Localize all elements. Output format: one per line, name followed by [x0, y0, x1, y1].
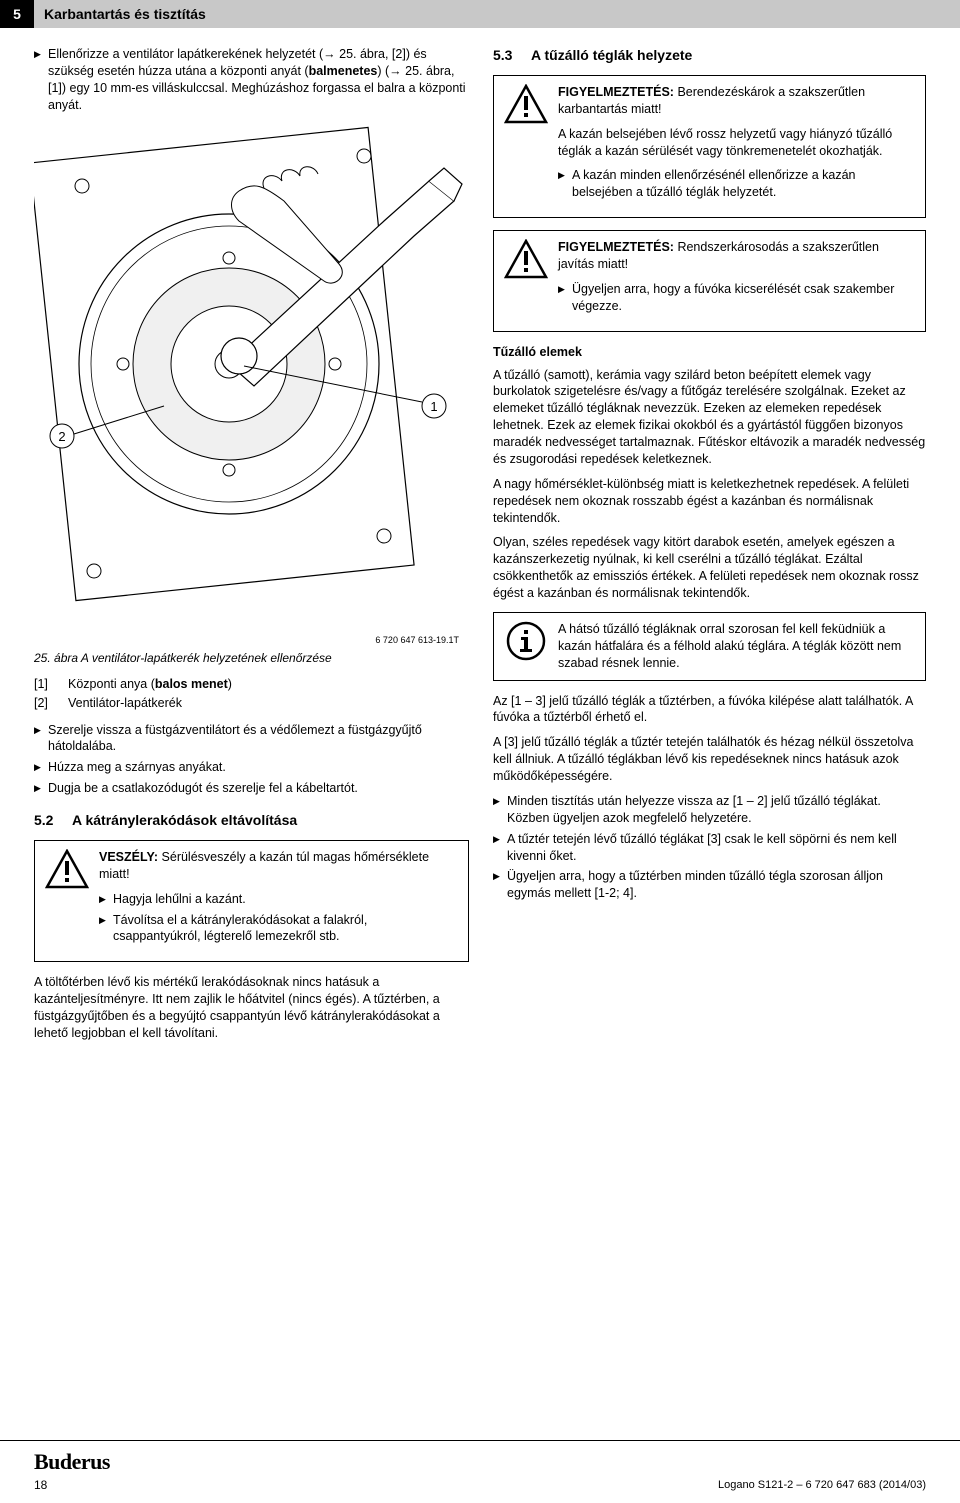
list-item: A tűztér tetején lévő tűzálló téglákat […	[493, 831, 926, 865]
legend-row: [1] Központi anya (balos menet)	[34, 676, 469, 693]
warning-icon	[45, 849, 89, 889]
brand-logo: Buderus	[34, 1447, 110, 1477]
section-number: 5.3	[493, 46, 531, 65]
paragraph: A [3] jelű tűzálló téglák a tűztér tetej…	[493, 734, 926, 785]
page-number: 18	[34, 1477, 110, 1493]
section-number: 5.2	[34, 811, 72, 830]
list-item: Hagyja lehűlni a kazánt.	[99, 891, 458, 908]
warning-box: VESZÉLY: Sérülésveszély a kazán túl maga…	[34, 840, 469, 962]
list-item: Dugja be a csatlakozódugót és szerelje f…	[34, 780, 469, 797]
chapter-title: Karbantartás és tisztítás	[34, 0, 960, 28]
paragraph: A nagy hőmérséklet-különbség miatt is ke…	[493, 476, 926, 527]
svg-text:1: 1	[430, 399, 437, 414]
list-item: A kazán minden ellenőrzésénél ellenőrizz…	[558, 167, 915, 201]
section-title: A tűzálló téglák helyzete	[531, 46, 692, 65]
figure-caption: 25. ábra A ventilátor-lapátkerék helyzet…	[34, 650, 469, 666]
svg-text:2: 2	[58, 429, 65, 444]
list-item: Minden tisztítás után helyezze vissza az…	[493, 793, 926, 827]
intro-bullet: Ellenőrizze a ventilátor lapátkerekének …	[34, 46, 469, 114]
list-item: Távolítsa el a kátránylerakódásokat a fa…	[99, 912, 458, 946]
warning-box: FIGYELMEZTETÉS: Berendezéskárok a szaksz…	[493, 75, 926, 218]
chapter-number: 5	[0, 0, 34, 28]
legend-row: [2] Ventilátor-lapátkerék	[34, 695, 469, 712]
list-item: Ügyeljen arra, hogy a tűztérben minden t…	[493, 868, 926, 902]
list-item: Szerelje vissza a füstgázventilátort és …	[34, 722, 469, 756]
info-box: A hátsó tűzálló tégláknak orral szorosan…	[493, 612, 926, 681]
list-item: Ügyeljen arra, hogy a fúvóka kicserélésé…	[558, 281, 915, 315]
doc-reference: Logano S121-2 – 6 720 647 683 (2014/03)	[718, 1478, 926, 1493]
paragraph: Az [1 – 3] jelű tűzálló téglák a tűztérb…	[493, 693, 926, 727]
sub-heading: Tűzálló elemek	[493, 344, 926, 361]
warning-icon	[504, 84, 548, 124]
list-item: Húzza meg a szárnyas anyákat.	[34, 759, 469, 776]
warning-icon	[504, 239, 548, 279]
section-title: A kátránylerakódások eltávolítása	[72, 811, 297, 830]
warning-box: FIGYELMEZTETÉS: Rendszerkárosodás a szak…	[493, 230, 926, 332]
paragraph: Olyan, széles repedések vagy kitört dara…	[493, 534, 926, 602]
info-icon	[504, 621, 548, 661]
paragraph: A tűzálló (samott), kerámia vagy szilárd…	[493, 367, 926, 468]
figure-25: 1 2	[34, 126, 469, 646]
paragraph: A töltőtérben lévő kis mértékű lerakódás…	[34, 974, 469, 1042]
